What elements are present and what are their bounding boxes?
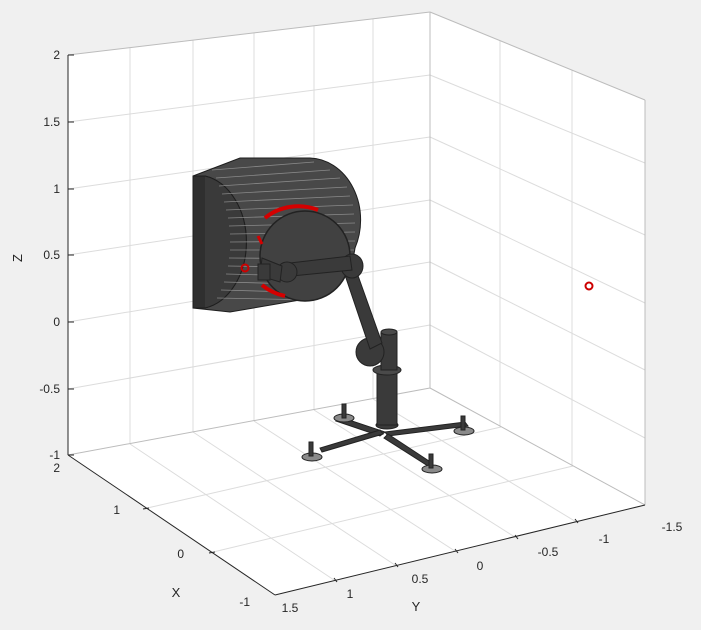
robot-arm — [257, 253, 398, 371]
z-axis-label: Z — [10, 254, 25, 262]
x-tick-label: -1 — [239, 595, 250, 609]
x-axis-label: X — [172, 585, 181, 600]
y-tick-label: -1 — [599, 532, 610, 546]
y-tick-label: 0 — [477, 559, 484, 573]
z-tick-label: 1.5 — [43, 115, 60, 129]
y-axis-line — [274, 504, 646, 596]
y-tick-label: -0.5 — [538, 545, 559, 559]
cylindrical-workpiece — [192, 157, 362, 313]
y-tick-labels: 1.5 1 0.5 0 -0.5 -1 -1.5 — [282, 520, 683, 615]
z-tick-label: 1 — [53, 182, 60, 196]
tick-marks — [68, 54, 579, 583]
z-tick-label: 0 — [53, 315, 60, 329]
target-marker[interactable] — [584, 281, 594, 291]
y-tick-label: 1 — [347, 587, 354, 601]
z-tick-label: 0.5 — [43, 248, 60, 262]
z-tick-label: -0.5 — [39, 382, 60, 396]
floor-pane — [68, 388, 645, 595]
tool-tip-marker — [240, 263, 250, 273]
z-tick-label: -1 — [49, 448, 60, 462]
y-tick-label: 1.5 — [282, 601, 299, 615]
z-tick-labels: 2 1.5 1 0.5 0 -0.5 -1 — [39, 48, 60, 462]
x-tick-label: 0 — [177, 547, 184, 561]
x-tick-labels: 2 1 0 -1 — [53, 461, 250, 609]
y-axis-label: Y — [412, 599, 421, 614]
y-tick-label: -1.5 — [662, 520, 683, 534]
back-wall-right — [430, 12, 645, 505]
axes-box — [67, 11, 646, 506]
z-tick-label: 2 — [53, 48, 60, 62]
x-axis-line — [67, 454, 276, 596]
x-tick-label: 2 — [53, 461, 60, 475]
y-tick-label: 0.5 — [412, 572, 429, 586]
mobile-base — [301, 364, 475, 474]
x-tick-label: 1 — [113, 503, 120, 517]
